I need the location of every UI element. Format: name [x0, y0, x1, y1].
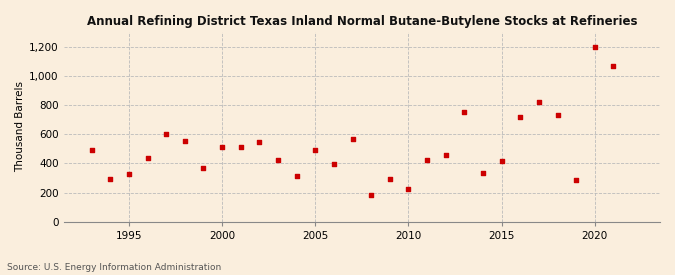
Point — [422, 158, 433, 163]
Point — [217, 145, 227, 150]
Text: Source: U.S. Energy Information Administration: Source: U.S. Energy Information Administ… — [7, 263, 221, 272]
Point — [571, 178, 582, 182]
Point — [86, 148, 97, 152]
Point — [161, 132, 171, 136]
Point — [608, 63, 619, 68]
Point — [291, 174, 302, 178]
Point — [440, 152, 451, 157]
Point — [105, 177, 115, 182]
Point — [124, 172, 134, 177]
Point — [236, 144, 246, 149]
Point — [366, 193, 377, 198]
Point — [496, 159, 507, 163]
Point — [198, 166, 209, 170]
Point — [310, 148, 321, 152]
Title: Annual Refining District Texas Inland Normal Butane-Butylene Stocks at Refinerie: Annual Refining District Texas Inland No… — [86, 15, 637, 28]
Point — [533, 100, 544, 104]
Point — [347, 136, 358, 141]
Point — [477, 170, 488, 175]
Point — [552, 113, 563, 117]
Point — [273, 158, 284, 163]
Point — [329, 162, 340, 166]
Point — [180, 139, 190, 144]
Point — [403, 187, 414, 191]
Point — [254, 140, 265, 144]
Point — [384, 177, 395, 181]
Point — [459, 110, 470, 114]
Point — [589, 44, 600, 49]
Y-axis label: Thousand Barrels: Thousand Barrels — [15, 81, 25, 172]
Point — [515, 115, 526, 120]
Point — [142, 156, 153, 160]
